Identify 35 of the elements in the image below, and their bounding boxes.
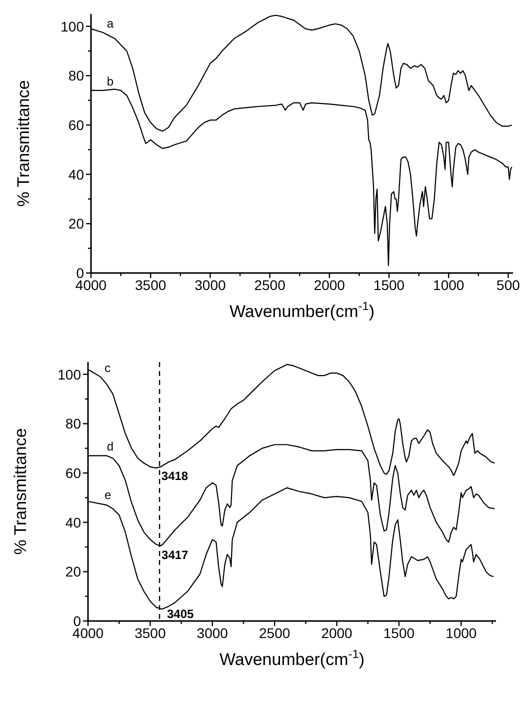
y-tick-label: 100 — [60, 18, 84, 34]
y-tick-label: 60 — [68, 117, 84, 133]
annotation: b — [106, 74, 114, 88]
x-tick-label: 1500 — [383, 625, 415, 641]
x-tick-label: 2000 — [321, 625, 353, 641]
y-tick-label: 20 — [68, 216, 84, 232]
x-tick-label: 3000 — [194, 277, 226, 293]
y-tick-label: 20 — [65, 564, 82, 580]
x-tick-label: 3500 — [135, 277, 166, 293]
x-tick-label: 3500 — [134, 625, 166, 641]
x-tick-label: 1500 — [373, 277, 405, 293]
x-axis-title: Wavenumber(cm$^{-1}$) — [229, 299, 375, 321]
annotation: d — [106, 440, 114, 454]
x-tick-label: 3000 — [196, 625, 228, 641]
annotation: e — [104, 488, 112, 502]
x-axis-title: Wavenumber(cm$^{-1}$) — [219, 647, 365, 669]
x-tick-label: 2500 — [259, 625, 290, 641]
annotation: 3417 — [162, 548, 189, 562]
y-tick-label: 40 — [68, 166, 84, 182]
y-tick-label: 60 — [65, 465, 82, 481]
annotation: a — [106, 16, 114, 30]
x-tick-label: 500 — [496, 277, 520, 293]
x-tick-label: 1000 — [446, 625, 477, 641]
y-axis-title: % Transmittance — [11, 428, 30, 555]
annotation: 3418 — [161, 468, 188, 483]
x-tick-label: 2500 — [254, 277, 286, 293]
y-tick-label: 40 — [65, 514, 82, 530]
y-axis-title: % Transmittance — [14, 80, 33, 207]
y-tick-label: 80 — [68, 68, 84, 84]
x-tick-label: 1000 — [433, 277, 464, 293]
y-tick-label: 80 — [65, 416, 82, 432]
y-tick-label: 100 — [58, 366, 82, 382]
annotation: 3405 — [167, 607, 194, 621]
x-tick-label: 2000 — [314, 277, 346, 293]
annotation: c — [104, 360, 110, 375]
